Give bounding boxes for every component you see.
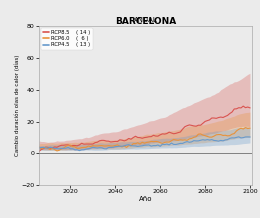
Legend: RCP8.5    ( 14 ), RCP6.0    (  6 ), RCP4.5    ( 13 ): RCP8.5 ( 14 ), RCP6.0 ( 6 ), RCP4.5 ( 13… <box>41 28 93 50</box>
Y-axis label: Cambio duración olas de calor (días): Cambio duración olas de calor (días) <box>15 55 20 157</box>
X-axis label: Año: Año <box>139 196 152 202</box>
Text: ANUAL: ANUAL <box>134 17 158 23</box>
Title: BARCELONA: BARCELONA <box>115 17 176 26</box>
